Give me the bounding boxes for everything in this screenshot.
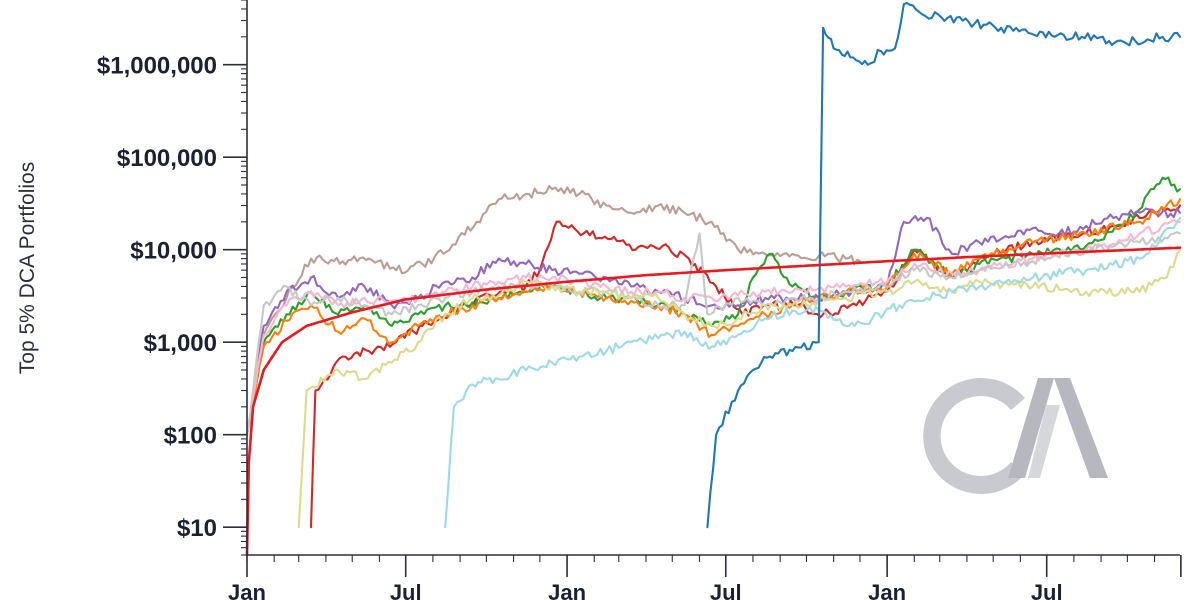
x-tick-label-1: Jul	[390, 580, 422, 600]
series-line-9	[444, 216, 1182, 529]
series-line-11	[245, 246, 1182, 557]
x-tick-label-4: Jan	[868, 580, 906, 600]
x-tick-label-2: Jan	[548, 580, 586, 600]
series-line-10	[706, 1, 1182, 529]
watermark-m-middle	[1028, 405, 1060, 478]
series-line-3	[245, 176, 1182, 436]
y-tick-label-5: $1,000,000	[97, 53, 217, 80]
series-line-8	[297, 248, 1182, 529]
y-tick-label-1: $100	[164, 423, 217, 450]
watermark-m-right	[1054, 378, 1108, 478]
y-axis-label: Top 5% DCA Portfolios	[16, 162, 39, 374]
series-layer	[245, 1, 1182, 557]
x-tick-label-5: Jul	[1031, 580, 1063, 600]
x-tick-label-0: Jan	[228, 580, 266, 600]
watermark-logo: CM	[923, 377, 1108, 494]
x-ticks: Jan Jul Jan Jul Jan Jul	[228, 555, 1182, 600]
series-line-7	[245, 231, 1182, 436]
series-line-1	[245, 184, 861, 436]
watermark-m-left	[1008, 378, 1054, 478]
watermark-c-shape	[923, 377, 1025, 494]
y-tick-label-3: $10,000	[130, 238, 217, 265]
x-tick-label-3: Jul	[710, 580, 742, 600]
y-tick-label-2: $1,000	[144, 330, 217, 357]
y-tick-label-4: $100,000	[117, 145, 217, 172]
y-tick-label-0: $10	[177, 515, 217, 542]
series-line-5	[245, 198, 1182, 436]
y-ticks: $10 $100 $1,000 $10,000 $100,000 $1,000,000	[97, 0, 247, 556]
